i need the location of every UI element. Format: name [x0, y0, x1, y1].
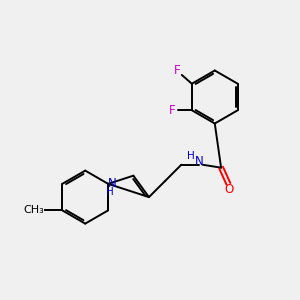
Text: H: H [106, 187, 113, 197]
Text: H: H [187, 152, 195, 161]
Text: CH₃: CH₃ [23, 205, 44, 215]
Text: F: F [174, 64, 180, 77]
Text: O: O [224, 183, 234, 196]
Text: N: N [195, 155, 203, 168]
Text: N: N [108, 177, 116, 190]
Text: F: F [169, 104, 175, 117]
